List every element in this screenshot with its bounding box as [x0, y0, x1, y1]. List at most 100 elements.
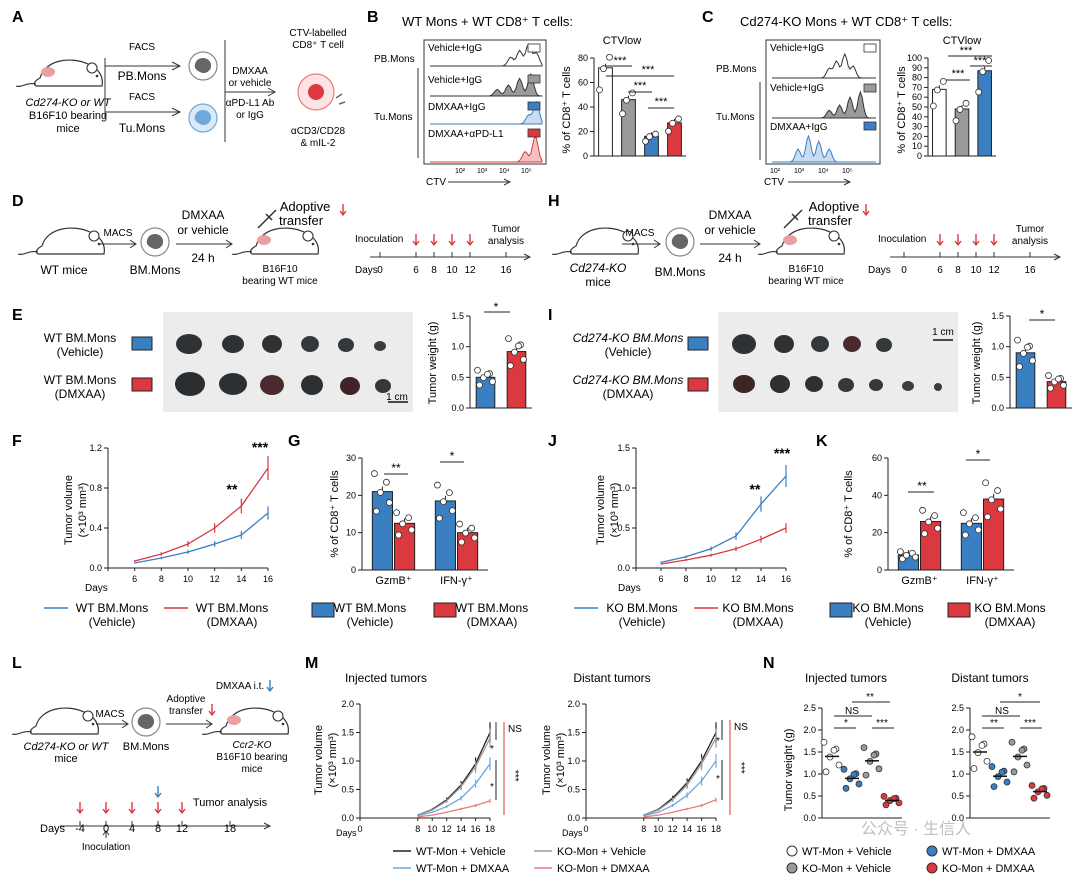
ctv-tick-c-3: 10⁴ [818, 168, 829, 175]
scale-bar-e: 1 cm [386, 392, 408, 403]
sig-f-2: *** [252, 439, 269, 455]
dot-b-3-point-0 [665, 127, 672, 135]
dot-n-injected-2-point-5 [870, 751, 878, 759]
xtick-label-k-1: IFN-γ⁺ [966, 575, 999, 587]
dot-c-2-point-2 [979, 68, 987, 75]
legend-j-2a: KO BM.Mons [722, 601, 793, 615]
panel-d-recipient-2: bearing WT mice [242, 276, 318, 287]
panel-k-bar-chart: 0 20 40 60 GzmB⁺ IFN-γ⁺ [872, 453, 1014, 587]
dot-g-0-0-point-0 [373, 507, 380, 515]
ctv-tick-c-2: 10³ [794, 168, 805, 175]
panel-h: H Cd274-KO mice MACS BM.Mons DMXAA or ve… [548, 193, 1062, 289]
dot-k-1-0-point-1 [972, 514, 979, 522]
panel-f-ylabel-1: Tumor volume [63, 475, 75, 545]
legend-swatch-vehicle [131, 336, 153, 351]
legend-g-2a: WT BM.Mons [456, 601, 528, 615]
hist-b-pb-vehicle [430, 42, 543, 67]
sig-c-3: *** [952, 68, 966, 80]
sig-n-r-1: * [1018, 692, 1022, 703]
tcell-line1: CTV-labelled [289, 28, 346, 39]
dot-g-0-1-point-4 [393, 509, 400, 516]
panel-j-ylabel-2: (×10³ mm³) [609, 483, 621, 538]
dot-k-1-1-point-0 [984, 513, 991, 521]
panel-b-pb-mons: PB.Mons [374, 54, 415, 65]
dot-g-1-1-point-3 [471, 534, 478, 542]
dot-i-1-point-5 [1055, 375, 1062, 383]
bar-b-1 [621, 99, 636, 157]
dot-e-1-point-4 [505, 335, 512, 342]
tcell-icon [297, 73, 346, 111]
panel-j-letter: J [548, 433, 557, 450]
dot-e-0-point-0 [476, 381, 483, 389]
panel-h-mice-1: Cd274-KO [570, 261, 627, 275]
bar-c-ytick-label-5: 50 [912, 102, 922, 112]
line-j-ytick-label-3: 1.5 [617, 443, 630, 453]
panel-m-title-1: Injected tumors [345, 671, 427, 685]
sig-m-left-1: * [490, 744, 494, 755]
panel-e-letter: E [12, 307, 23, 324]
bar-g-ytick-label-1: 10 [346, 528, 356, 538]
panel-a-branch-lines [104, 58, 180, 118]
dot-n-distant-ytick-label-2: 1.0 [951, 769, 964, 779]
panel-h-letter: H [548, 193, 560, 210]
dot-i-1-point-0 [1047, 384, 1054, 392]
panel-m-title-2: Distant tumors [573, 671, 650, 685]
panel-m-ylabel-2a: Tumor volume [541, 725, 553, 795]
dot-k-0-1-point-4 [919, 506, 926, 514]
panel-n-ylabel: Tumor weight (g) [783, 729, 795, 812]
legend-g-1b: (Vehicle) [347, 615, 394, 629]
panel-e-row1-2: (Vehicle) [57, 345, 104, 359]
sig-m-right-1: * [716, 736, 720, 747]
panel-j-xlabel: Days [618, 583, 641, 594]
panel-m-distant-chart: 0.0 0.5 1.0 1.5 2.0 0 8 10 12 14 16 18 [567, 699, 721, 834]
dot-n-injected-1-point-4 [840, 765, 848, 773]
panel-d-adoptive-1: Adoptive [280, 199, 331, 214]
bar-k-ytick-label-2: 40 [872, 490, 882, 500]
dot-k-1-0-point-3 [975, 526, 982, 534]
legend-f-2a: WT BM.Mons [196, 601, 268, 615]
panel-c-ylabel: % of CD8⁺ T cells [896, 66, 908, 154]
bar-e-ytick-label-0: 0.0 [451, 403, 464, 413]
panel-m-injected-chart: 0.0 0.5 1.0 1.5 2.0 0 8 10 12 14 16 18 [341, 699, 495, 834]
dot-n-distant-1-point-0 [990, 783, 998, 791]
bar-i-ytick-label-0: 0.0 [991, 403, 1004, 413]
bar-b-ytick-label-2: 40 [578, 102, 588, 112]
line-f-xtick-label-1: 6 [132, 574, 137, 584]
dot-n-injected-3-point-4 [880, 792, 888, 800]
panel-m-xlabel-2: Days [562, 828, 583, 838]
dot-n-distant-3-point-3 [1043, 791, 1051, 799]
series-m-injected-3 [417, 800, 491, 818]
panel-m: M Injected tumors Distant tumors Tumor v… [305, 655, 748, 875]
panel-m-ylabel-2b: (×10³ mm³) [555, 733, 567, 788]
day-d-8: 8 [431, 265, 437, 276]
panel-d-recipient-1: B16F10 [262, 264, 297, 275]
line-m-injected-ytick-label-3: 1.5 [341, 728, 354, 738]
dot-e-1-point-3 [520, 356, 527, 363]
bar-b-ytick-label-0: 0 [583, 151, 588, 161]
panel-j-ylabel-1: Tumor volume [595, 475, 607, 545]
treatment-line1: DMXAA [232, 66, 268, 77]
hist-b-label-1: Vehicle+IgG [428, 43, 482, 54]
dot-k-0-1-point-1 [931, 512, 938, 520]
legend-j-1a: KO BM.Mons [606, 601, 677, 615]
panel-c: C Cd274-KO Mons + WT CD8⁺ T cells: PB.Mo… [702, 9, 996, 188]
bar-b-3 [667, 122, 682, 157]
line-m-distant-ytick-label-4: 2.0 [567, 699, 580, 709]
panel-e: E WT BM.Mons (Vehicle) WT BM.Mons (DMXAA… [12, 300, 532, 413]
line-m-injected-ytick-label-0: 0.0 [341, 813, 354, 823]
dot-n-injected-ytick-label-0: 0.0 [803, 813, 816, 823]
series-m-distant-1 [643, 737, 717, 816]
sig-b-4: *** [655, 96, 669, 108]
dot-i-0-point-2 [1020, 349, 1027, 357]
hist-c-label-2: Vehicle+IgG [770, 83, 824, 94]
panel-b-ctv-title: CTVlow [603, 35, 642, 47]
wt-mouse-icon [17, 227, 105, 256]
dot-g-0-1-point-1 [405, 514, 412, 522]
line-m-distant-ytick-label-3: 1.5 [567, 728, 580, 738]
dot-c-0-point-0 [929, 102, 937, 110]
line-m-distant-ytick-label-2: 1.0 [567, 756, 580, 766]
panel-d-dmxaa-1: DMXAA [182, 208, 225, 222]
sig-i: * [1040, 307, 1045, 321]
bar-k-ytick-label-1: 20 [872, 528, 882, 538]
